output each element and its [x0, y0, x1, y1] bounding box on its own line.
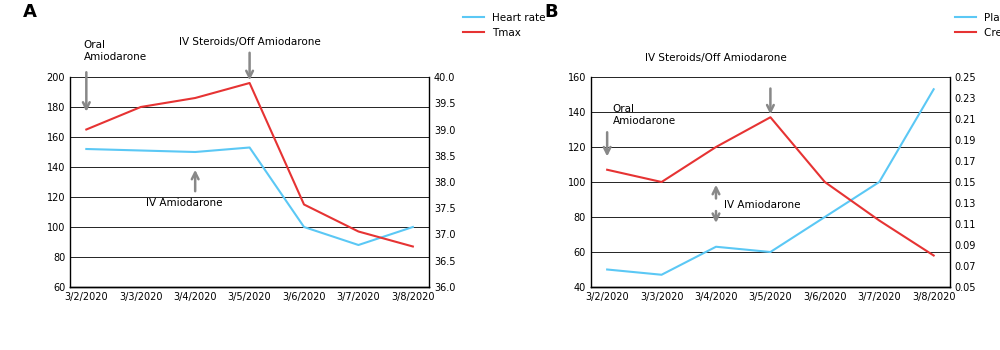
Text: A: A	[23, 4, 37, 21]
Text: Oral
Amiodarone: Oral Amiodarone	[613, 104, 676, 126]
Text: B: B	[544, 4, 558, 21]
Legend: Heart rate, Tmax: Heart rate, Tmax	[459, 9, 550, 42]
Legend: Platelets, Creatinine level: Platelets, Creatinine level	[951, 9, 1000, 42]
Text: Oral
Amiodarone: Oral Amiodarone	[84, 40, 147, 62]
Text: IV Amiodarone: IV Amiodarone	[724, 200, 801, 210]
Text: IV Steroids/Off Amiodarone: IV Steroids/Off Amiodarone	[645, 53, 787, 63]
Text: IV Steroids/Off Amiodarone: IV Steroids/Off Amiodarone	[179, 37, 320, 47]
Text: IV Amiodarone: IV Amiodarone	[146, 198, 223, 209]
